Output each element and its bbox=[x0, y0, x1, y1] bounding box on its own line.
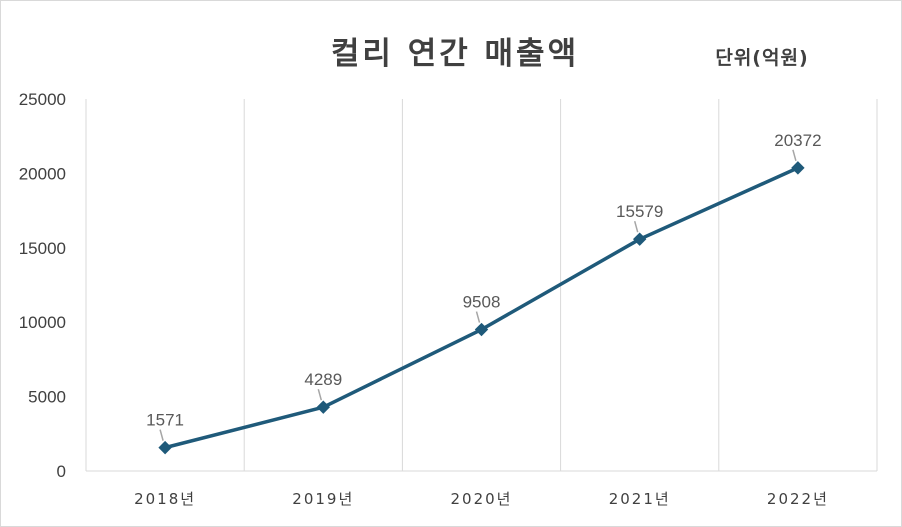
x-tick-label: 2022년 bbox=[767, 490, 829, 508]
data-labels: 1571 4289 9508 15579 20372 bbox=[146, 131, 822, 441]
data-point-marker bbox=[474, 322, 489, 337]
x-tick-label: 2018년 bbox=[134, 490, 196, 508]
x-tick-label: 2019년 bbox=[292, 490, 354, 508]
data-label: 20372 bbox=[774, 131, 821, 150]
y-tick-label: 5000 bbox=[28, 388, 66, 407]
data-label-leader bbox=[633, 220, 639, 233]
y-tick-label: 25000 bbox=[19, 90, 66, 109]
data-point-marker bbox=[158, 440, 172, 455]
data-label: 9508 bbox=[463, 293, 501, 312]
data-label: 15579 bbox=[616, 202, 663, 221]
data-label-leader bbox=[475, 311, 481, 323]
data-label: 1571 bbox=[146, 411, 184, 430]
x-tick-label: 2020년 bbox=[451, 490, 513, 508]
x-tick-label: 2021년 bbox=[609, 490, 671, 508]
chart-title: 컬리 연간 매출액 bbox=[331, 36, 579, 72]
data-point-marker bbox=[316, 400, 331, 414]
data-label-leader bbox=[159, 429, 164, 441]
data-point-marker bbox=[632, 232, 647, 246]
data-label-leader bbox=[792, 149, 797, 162]
series-line-group bbox=[158, 161, 805, 455]
data-point-marker bbox=[791, 161, 805, 175]
vertical-gridlines bbox=[85, 99, 878, 471]
y-axis-ticks: 0 5000 10000 15000 20000 25000 bbox=[19, 90, 66, 481]
data-label-leader bbox=[317, 388, 323, 401]
unit-label: 단위(억원) bbox=[715, 47, 808, 69]
y-tick-label: 10000 bbox=[19, 313, 66, 332]
y-tick-label: 15000 bbox=[19, 239, 66, 258]
x-axis-ticks: 2018년 2019년 2020년 2021년 2022년 bbox=[134, 490, 829, 508]
data-label: 4289 bbox=[304, 370, 342, 389]
y-tick-label: 0 bbox=[57, 462, 66, 481]
y-tick-label: 20000 bbox=[19, 164, 66, 183]
